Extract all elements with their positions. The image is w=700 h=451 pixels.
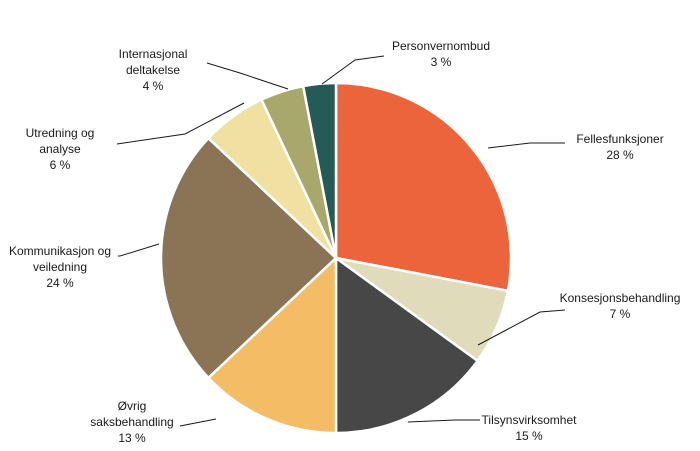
- pie-slice-4: [207, 256, 338, 435]
- slice-name-label: Fellesfunksjoner: [576, 132, 663, 146]
- slice-name-label: Øvrig: [118, 399, 147, 413]
- slice-name-label: Internasjonal: [119, 47, 188, 61]
- slice-name-label: deltakelse: [126, 63, 180, 77]
- pie-slice-5: [159, 136, 338, 380]
- pie-slice-8: [301, 81, 338, 260]
- slice-value-label: 6 %: [50, 158, 71, 172]
- slice-name-label: saksbehandling: [90, 415, 173, 429]
- slice-label-4: Øvrig saksbehandling 13 %: [90, 399, 173, 445]
- slice-value-label: 15 %: [515, 429, 543, 443]
- slice-name-label: Konsesjonsbehandling: [560, 291, 681, 305]
- slice-label-2: Konsesjonsbehandling 7 %: [560, 291, 681, 321]
- slice-label-3: Tilsynsvirksomhet 15 %: [482, 413, 578, 443]
- slice-value-label: 24 %: [46, 276, 74, 290]
- slice-label-8: Personvernombud 3 %: [392, 39, 490, 69]
- leader-line-8: [321, 55, 385, 85]
- pie-slice-3: [334, 256, 479, 435]
- pie-slices: [159, 81, 513, 435]
- slice-name-label: Kommunikasjon og: [9, 244, 111, 258]
- slice-label-1: Fellesfunksjoner 28 %: [576, 132, 663, 162]
- leader-lines: [116, 55, 566, 427]
- slice-name-label: veiledning: [33, 260, 87, 274]
- pie-slice-1: [334, 81, 513, 293]
- slice-name-label: Personvernombud: [392, 39, 490, 53]
- slice-name-label: analyse: [39, 142, 81, 156]
- leader-line-1: [487, 142, 565, 149]
- slice-label-5: Kommunikasjon og veiledning 24 %: [9, 244, 111, 290]
- leader-line-2: [477, 309, 566, 346]
- leader-line-4: [179, 418, 217, 427]
- slice-label-6: Utredning og analyse 6 %: [26, 126, 95, 172]
- leader-line-5: [118, 243, 160, 257]
- leader-line-6: [116, 102, 245, 145]
- slice-value-label: 13 %: [118, 431, 146, 445]
- slice-value-label: 4 %: [143, 79, 164, 93]
- slice-label-7: Internasjonal deltakelse 4 %: [119, 47, 188, 93]
- slice-labels: Fellesfunksjoner 28 % Konsesjonsbehandling…: [9, 39, 680, 445]
- slice-name-label: Tilsynsvirksomhet: [482, 413, 578, 427]
- slice-value-label: 7 %: [610, 307, 631, 321]
- slice-value-label: 28 %: [606, 148, 634, 162]
- leader-line-7: [206, 62, 289, 90]
- slice-value-label: 3 %: [431, 55, 452, 69]
- leader-line-3: [407, 419, 480, 423]
- slice-name-label: Utredning og: [26, 126, 95, 140]
